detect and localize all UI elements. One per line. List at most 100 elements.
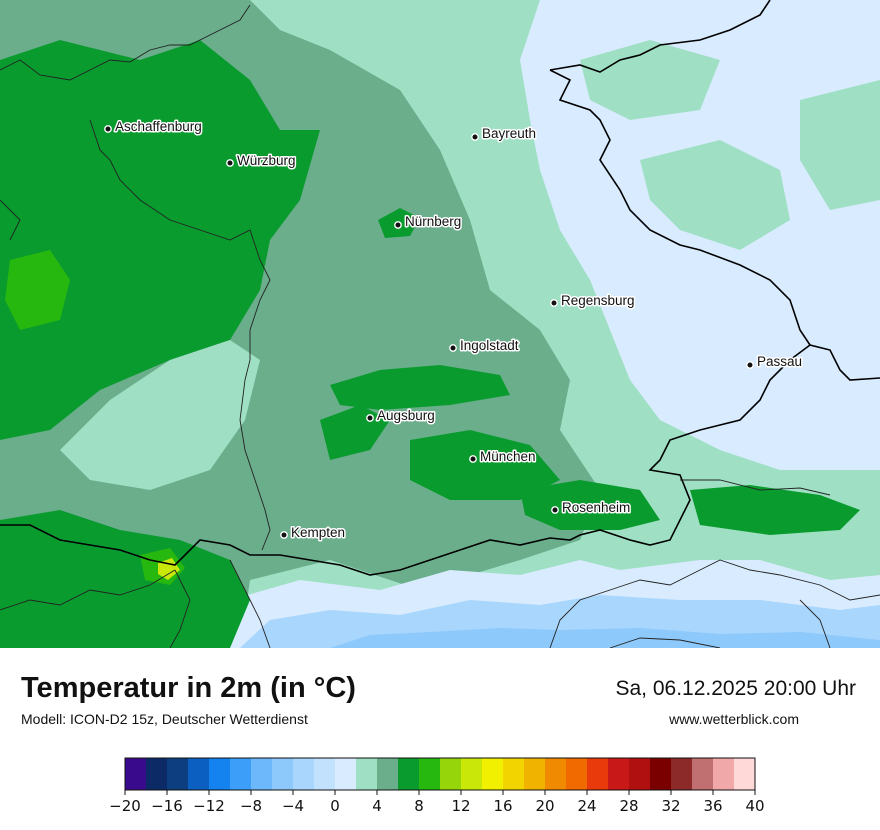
country-borders [0, 0, 880, 576]
scale-tick-label: 20 [535, 797, 554, 815]
color-swatch [377, 758, 399, 790]
city-label: Bayreuth [482, 126, 536, 141]
color-swatch [272, 758, 294, 790]
color-swatch [440, 758, 462, 790]
temperature-field-mint-sw [60, 340, 260, 490]
map-canvas: Aschaffenburg Würzburg Bayreuth Nürnberg… [0, 0, 880, 649]
temperature-map: Aschaffenburg Würzburg Bayreuth Nürnberg… [0, 0, 880, 649]
city-dot [394, 221, 402, 229]
color-swatch [692, 758, 714, 790]
color-swatch [503, 758, 525, 790]
color-swatch [167, 758, 189, 790]
color-swatch [734, 758, 756, 790]
city-dot [226, 159, 234, 167]
temperature-field-green-west [0, 40, 320, 440]
color-swatch [650, 758, 672, 790]
scale-tick-label: 12 [451, 797, 470, 815]
color-swatch [587, 758, 609, 790]
map-title: Temperatur in 2m (in °C) [21, 672, 356, 704]
city-dot [366, 414, 374, 422]
scale-tick-label: 8 [414, 797, 424, 815]
city-nuernberg: Nürnberg [394, 213, 463, 231]
city-label: Rosenheim [562, 500, 630, 515]
city-bayreuth: Bayreuth [471, 125, 538, 143]
city-dot [551, 506, 559, 514]
mint-patch-3 [580, 40, 720, 120]
city-label: Würzburg [237, 153, 296, 168]
color-swatch [524, 758, 546, 790]
green-patch-ingolstadt [330, 365, 510, 410]
temperature-field-green-sw [0, 510, 250, 648]
temperature-field-lightgreen-spot [5, 250, 70, 330]
scale-tick-label: 36 [703, 797, 722, 815]
scale-tick-label: 32 [661, 797, 680, 815]
scale-tick-label: −16 [151, 797, 183, 815]
color-swatch [482, 758, 504, 790]
city-dot [471, 133, 479, 141]
city-label: Passau [757, 354, 802, 369]
scale-frame [124, 757, 756, 791]
city-dot [469, 455, 477, 463]
city-label: Regensburg [561, 293, 635, 308]
city-aschaffenburg: Aschaffenburg [104, 118, 203, 136]
color-swatch [146, 758, 168, 790]
state-borders [0, 4, 880, 649]
color-swatch [671, 758, 693, 790]
scale-tick-label: 16 [493, 797, 512, 815]
city-dot [104, 125, 112, 133]
scale-tick-label: −20 [109, 797, 141, 815]
website-link[interactable]: www.wetterblick.com [669, 711, 799, 727]
city-label: Augsburg [377, 408, 435, 423]
color-swatch [398, 758, 420, 790]
city-wuerzburg: Würzburg [226, 152, 297, 170]
color-swatch [125, 758, 147, 790]
mint-patch-1 [640, 140, 790, 250]
city-dot [449, 344, 457, 352]
city-passau: Passau [746, 353, 804, 371]
mint-patch-2 [800, 80, 880, 210]
color-swatch [713, 758, 735, 790]
city-label: Ingolstadt [460, 338, 519, 353]
color-swatch [608, 758, 630, 790]
color-swatches [124, 757, 756, 791]
scale-tick-label: 0 [330, 797, 340, 815]
scale-tick-label: 28 [619, 797, 638, 815]
color-swatch [314, 758, 336, 790]
color-swatch [293, 758, 315, 790]
forecast-datetime: Sa, 06.12.2025 20:00 Uhr [615, 677, 856, 700]
city-label: Nürnberg [405, 214, 461, 229]
city-label: Aschaffenburg [115, 119, 202, 134]
city-dot [746, 361, 754, 369]
city-augsburg: Augsburg [366, 407, 436, 425]
city-ingolstadt: Ingolstadt [449, 337, 520, 355]
scale-tick-label: −4 [282, 797, 304, 815]
green-patch-muenchen [410, 430, 560, 500]
scale-tick-label: 4 [372, 797, 382, 815]
city-dot [280, 531, 288, 539]
green-patch-alps-east [690, 485, 860, 535]
color-swatch [188, 758, 210, 790]
city-regensburg: Regensburg [550, 292, 636, 310]
color-swatch [545, 758, 567, 790]
temperature-color-scale: −20 −16 −12 −8 −4 0 4 8 12 16 20 24 28 32 36 40 [109, 757, 765, 815]
scale-tick-label: 40 [745, 797, 764, 815]
city-kempten: Kempten [280, 524, 347, 542]
scale-tick-label: 24 [577, 797, 596, 815]
city-label: Kempten [291, 525, 345, 540]
color-swatch [629, 758, 651, 790]
city-label: München [480, 449, 536, 464]
color-swatch [419, 758, 441, 790]
temperature-field-blue-deep [330, 628, 880, 648]
city-muenchen: München [469, 448, 537, 466]
city-rosenheim: Rosenheim [551, 499, 632, 517]
scale-tick-label: −8 [240, 797, 262, 815]
color-swatch [461, 758, 483, 790]
color-swatch [209, 758, 231, 790]
model-source: Modell: ICON-D2 15z, Deutscher Wetterdie… [21, 711, 308, 727]
color-swatch [335, 758, 357, 790]
green-patch-rosenheim [520, 480, 660, 530]
city-dot [550, 299, 558, 307]
color-swatch [230, 758, 252, 790]
scale-ticks: −20 −16 −12 −8 −4 0 4 8 12 16 20 24 28 32 36 40 [109, 790, 765, 815]
scale-tick-label: −12 [193, 797, 225, 815]
